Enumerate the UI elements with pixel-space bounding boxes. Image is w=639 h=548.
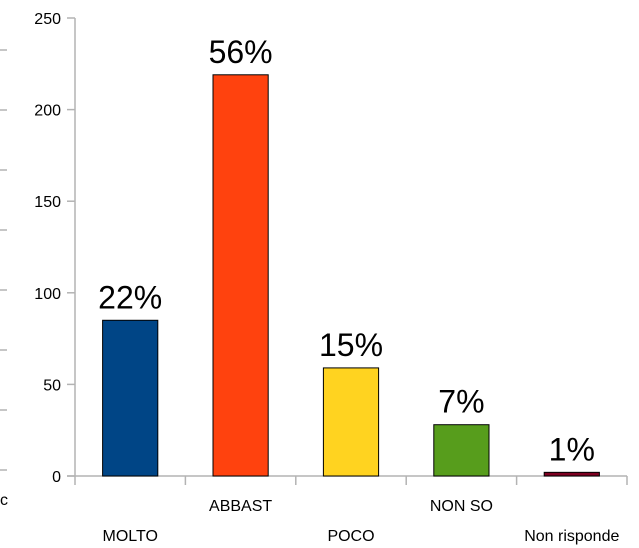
y-tick-label: 200 [34, 103, 61, 120]
data-label: 56% [209, 34, 273, 70]
bar-abbast [212, 74, 269, 477]
y-tick-label: 100 [34, 286, 61, 303]
bar-molto [102, 319, 159, 477]
bar-non-risponde [543, 471, 600, 477]
clipped-edge-text: c [0, 492, 8, 509]
bar-poco [322, 367, 380, 477]
left-edge-tick-marks [0, 49, 7, 471]
x-axis [67, 475, 628, 485]
x-category-label: Non risponde [524, 528, 619, 545]
y-tick-label: 0 [52, 469, 61, 486]
y-axis: 0 50 100 150 200 250 [34, 11, 76, 486]
data-label: 7% [438, 384, 484, 420]
data-label: 15% [319, 327, 383, 363]
y-tick-label: 250 [34, 11, 61, 28]
x-category-label: MOLTO [102, 528, 157, 545]
category-labels: MOLTO ABBAST POCO NON SO Non risponde [102, 498, 619, 545]
x-category-label: ABBAST [209, 498, 272, 515]
bar-non-so [433, 424, 490, 477]
data-labels: 22% 56% 15% 7% 1% [98, 34, 595, 468]
data-label: 1% [549, 431, 595, 467]
bar-series [102, 74, 600, 477]
data-label: 22% [98, 279, 162, 315]
y-tick-label: 50 [43, 377, 61, 394]
y-tick-label: 150 [34, 194, 61, 211]
x-category-label: NON SO [430, 498, 493, 515]
x-category-label: POCO [327, 528, 374, 545]
